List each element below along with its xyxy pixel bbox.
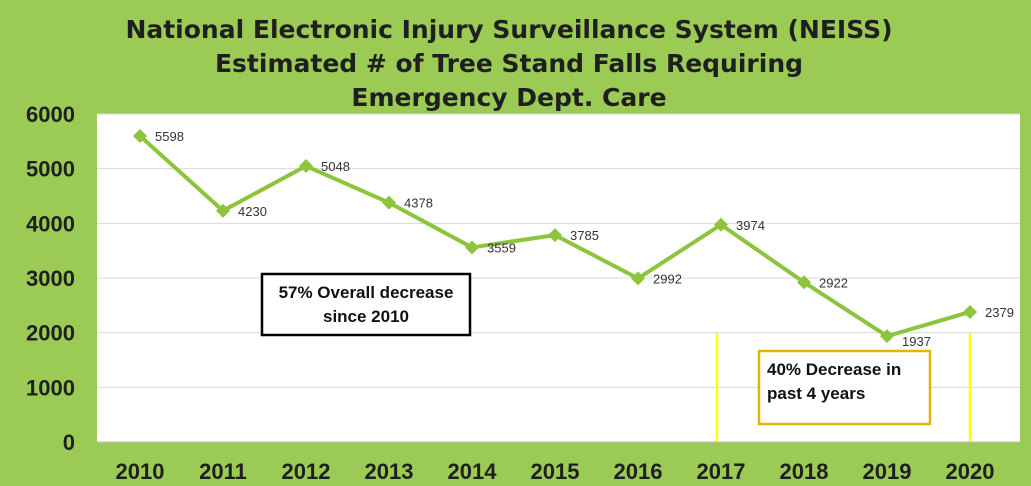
data-point-marker — [963, 304, 977, 319]
y-tick-label: 3000 — [26, 266, 75, 291]
data-point-marker — [631, 271, 645, 286]
annotation-recent-decrease: 40% Decrease in past 4 years — [757, 349, 932, 426]
annotation-box-2 — [757, 349, 932, 426]
annotation-2-line-2: past 4 years — [767, 384, 865, 403]
data-point-marker — [880, 329, 894, 344]
x-axis-ticks: 2010 2011 2012 2013 2014 2015 2016 2017 2018 2019… — [116, 459, 995, 484]
x-tick-label: 2010 — [116, 459, 165, 484]
x-tick-label: 2017 — [697, 459, 746, 484]
data-point-marker — [382, 195, 396, 210]
annotation-1-line-1: 57% Overall decrease — [279, 283, 454, 302]
x-tick-label: 2016 — [614, 459, 663, 484]
annotation-box-1 — [260, 272, 472, 337]
data-point-marker — [797, 275, 811, 290]
y-tick-label: 1000 — [26, 375, 75, 400]
x-tick-label: 2013 — [365, 459, 414, 484]
data-point-marker — [133, 128, 147, 143]
x-tick-label: 2020 — [946, 459, 995, 484]
data-label: 2992 — [653, 271, 682, 286]
annotation-2-line-1: 40% Decrease in — [767, 360, 901, 379]
data-label: 3559 — [487, 240, 516, 255]
data-point-marker — [299, 159, 313, 174]
annotation-1-line-2: since 2010 — [323, 307, 409, 326]
x-tick-label: 2014 — [448, 459, 498, 484]
data-label: 2922 — [819, 275, 848, 290]
data-point-marker — [548, 228, 562, 243]
x-tick-label: 2012 — [282, 459, 331, 484]
annotation-overall-decrease: 57% Overall decrease since 2010 — [260, 272, 472, 337]
y-tick-label: 2000 — [26, 321, 75, 346]
y-axis-ticks: 0 1000 2000 3000 4000 5000 6000 — [26, 102, 75, 455]
y-tick-label: 6000 — [26, 102, 75, 127]
data-label: 1937 — [902, 334, 931, 349]
data-label: 5048 — [321, 159, 350, 174]
chart-title-line-1: National Electronic Injury Surveillance … — [125, 15, 892, 44]
series-markers — [133, 128, 977, 344]
data-label: 5598 — [155, 129, 184, 144]
y-tick-label: 4000 — [26, 211, 75, 236]
data-label: 4378 — [404, 196, 433, 211]
x-tick-label: 2011 — [199, 459, 247, 484]
data-point-marker — [216, 203, 230, 218]
x-tick-label: 2019 — [863, 459, 912, 484]
chart-title-line-3: Emergency Dept. Care — [351, 83, 666, 112]
data-label: 4230 — [238, 204, 267, 219]
data-label: 2379 — [985, 305, 1014, 320]
data-labels: 5598 4230 5048 4378 3559 3785 2992 3974 2922 1937… — [155, 129, 1014, 349]
x-tick-label: 2015 — [531, 459, 580, 484]
data-label: 3785 — [570, 228, 599, 243]
gridlines — [97, 113, 1020, 443]
x-tick-label: 2018 — [780, 459, 829, 484]
y-tick-label: 0 — [63, 430, 75, 455]
data-point-marker — [714, 217, 728, 232]
data-label: 3974 — [736, 218, 765, 233]
data-point-marker — [465, 240, 479, 255]
chart-title-line-2: Estimated # of Tree Stand Falls Requirin… — [215, 49, 803, 78]
y-tick-label: 5000 — [26, 157, 75, 182]
